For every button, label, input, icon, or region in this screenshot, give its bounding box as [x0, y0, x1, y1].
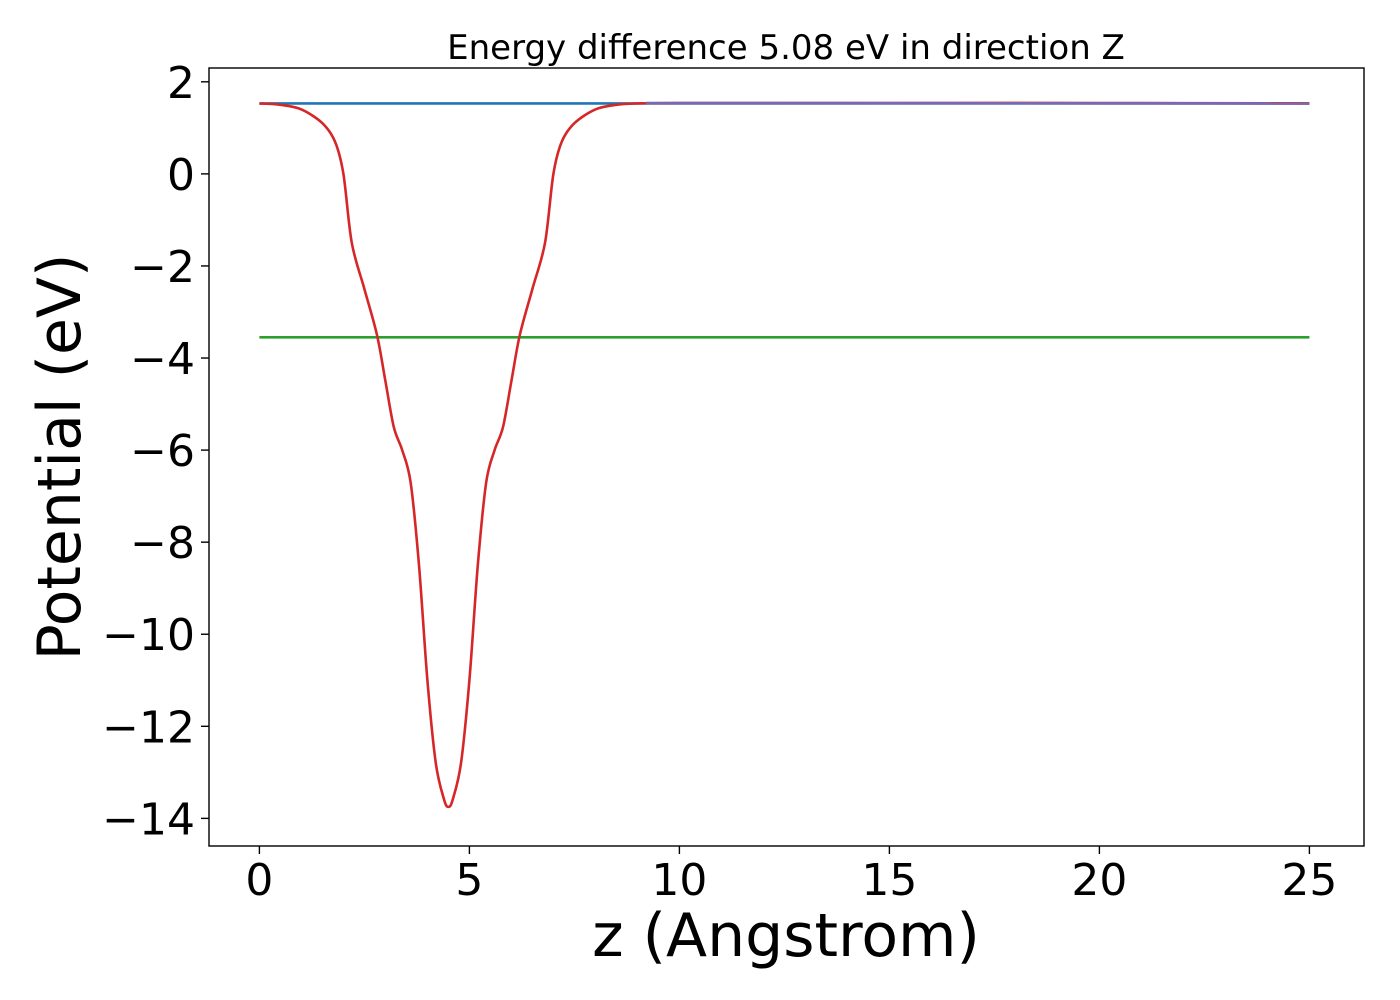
x-axis-label: z (Angstrom): [592, 901, 980, 971]
y-tick-label: −4: [130, 334, 195, 385]
y-tick-label: −2: [130, 242, 195, 293]
y-tick-label: −8: [130, 518, 195, 569]
plot-frame: [208, 67, 1365, 847]
x-axis: 0 5 10 15 20 25: [245, 846, 1337, 906]
x-tick-label: 5: [455, 855, 483, 906]
x-tick-label: 25: [1281, 855, 1337, 906]
y-tick-label: −12: [102, 702, 195, 753]
chart-title: Energy difference 5.08 eV in direction Z: [447, 28, 1125, 68]
plot-area: [259, 101, 1310, 809]
x-tick-label: 0: [245, 855, 273, 906]
series-line-3: [259, 101, 1310, 809]
y-tick-label: 2: [167, 58, 195, 109]
y-tick-label: −14: [102, 794, 195, 845]
y-axis-label: Potential (eV): [25, 254, 95, 661]
y-tick-label: 0: [167, 150, 195, 201]
y-axis: 2 0 −2 −4 −6 −8 −10 −12 −14: [102, 58, 209, 845]
y-tick-label: −6: [130, 426, 195, 477]
x-tick-label: 15: [861, 855, 917, 906]
x-tick-label: 20: [1071, 855, 1127, 906]
y-tick-label: −10: [102, 610, 195, 661]
x-tick-label: 10: [651, 855, 707, 906]
